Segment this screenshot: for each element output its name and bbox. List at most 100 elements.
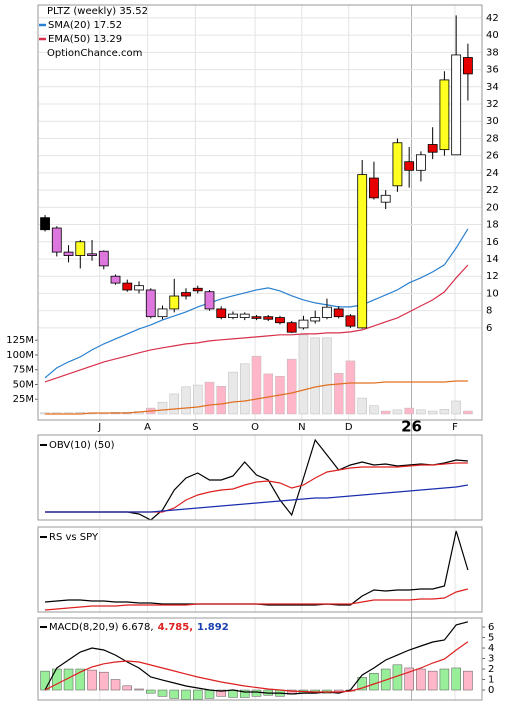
volume-bar [463,410,473,415]
candle-body [63,251,74,256]
y-tick-label: 38 [486,47,499,58]
chart-title: PLTZ (weekly) 35.52 [47,6,148,17]
histogram-bar [204,689,215,699]
volume-bar [239,363,250,415]
volume-bar [169,393,180,415]
histogram-bar [169,689,180,699]
x-tick-label: S [192,422,198,433]
candle-body [216,308,227,318]
volume-bar [263,373,273,415]
y-tick-label: 12 [486,271,499,282]
volume-bar [298,334,309,415]
series-line [44,588,469,611]
volume-bar [192,384,203,415]
x-tick-label: O [251,422,259,433]
histogram-bar [87,669,97,691]
volume-bar [380,410,391,415]
y-tick-label: 14 [486,254,499,265]
y2-tick-label: 125M [6,335,34,346]
histogram-bar [192,689,203,700]
candle-body [145,289,156,318]
histogram-bar [451,667,461,691]
y-tick-label: 22 [486,185,499,196]
volume-bar [333,373,344,415]
x-tick-label: D [345,422,353,433]
candle-body [416,154,426,171]
volume-bar [404,407,414,415]
histogram-bar [63,668,74,691]
candle-body [404,161,415,171]
histogram-bar [146,689,156,694]
series-line [45,462,468,513]
volume-bar [322,337,332,415]
y-tick-label: 40 [486,30,499,41]
volume-bar [392,409,403,415]
candle-body [239,313,250,318]
candle-body [169,295,180,310]
histogram-bar [52,668,62,691]
y-tick-label: 26 [486,151,499,162]
candle-body [192,287,203,292]
candle-body [40,217,50,231]
panel-title: MACD(8,20,9) 6.678, [49,622,154,633]
x-tick-label: N [298,422,305,433]
panel-frame [37,434,483,521]
histogram-bar [134,688,144,691]
panel-frame [37,617,483,701]
y-tick-label: 2 [488,664,494,675]
y-tick-label: 4 [488,643,494,654]
histogram-bar [40,670,50,691]
candle-body [75,241,86,256]
histogram-bar [416,668,426,691]
y-tick-label: 28 [486,133,499,144]
histogram-bar [99,671,109,691]
candle-body [286,322,297,333]
candle-body [345,315,356,327]
y-tick-label: 6 [486,323,492,334]
panel-title: RS vs SPY [49,532,99,543]
volume-bar [345,360,356,415]
volume-bar [181,386,191,415]
candle-body [157,308,168,318]
x-tick-label: F [452,422,458,433]
candle-body [357,174,368,329]
y-tick-label: 36 [486,65,499,76]
candle-body [369,177,379,199]
candle-body [310,317,321,322]
volume-bar [427,410,438,415]
series-line [44,228,469,379]
histogram-bar [122,685,133,691]
histogram-bar [239,689,250,698]
candle-body [87,253,97,256]
y-tick-label: 16 [486,237,499,248]
candle-body [228,313,238,318]
volume-bar [204,381,215,415]
candle-body [134,285,144,291]
annotation: OptionChance.com [47,48,142,59]
y-tick-label: 32 [486,99,499,110]
histogram-bar [369,672,379,691]
candle-body [98,250,109,267]
candle-body [463,57,473,75]
series-line [45,438,468,521]
candle-body [122,282,133,291]
candle-body [439,79,450,151]
candle-body [204,291,215,310]
y-tick-label: 6 [488,622,494,633]
volume-bar [286,358,297,415]
volume-bar [357,397,367,415]
candle-body [380,194,391,203]
volume-bar [451,400,461,415]
y-tick-label: 30 [486,116,499,127]
candle-body [181,292,191,297]
histogram-bar [157,689,168,697]
candle-body [110,275,121,284]
y2-tick-label: 100M [6,350,34,361]
legend-label: SMA(20) 17.52 [48,20,122,31]
y2-tick-label: 25M [13,394,34,405]
candle-body [333,308,344,318]
series-line [44,530,469,606]
candle-body [392,142,403,187]
histogram-bar [404,667,414,691]
histogram-bar [216,689,226,697]
